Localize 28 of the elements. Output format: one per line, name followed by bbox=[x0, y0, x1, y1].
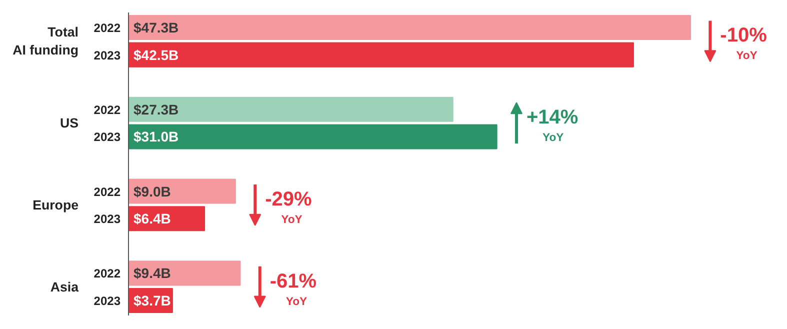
annotation: YoY bbox=[286, 296, 308, 308]
y-tick-label: 2022 bbox=[94, 184, 121, 199]
data-label: $42.5B bbox=[134, 46, 179, 63]
text: YoY bbox=[736, 50, 758, 62]
y-tick-label: 2023 bbox=[94, 294, 121, 308]
text: Asia bbox=[50, 279, 80, 294]
data-label: $47.3B bbox=[134, 20, 179, 36]
text: US bbox=[60, 116, 79, 131]
data-label: $6.4B bbox=[134, 210, 171, 227]
annotation: YoY bbox=[281, 214, 303, 226]
data-label: $9.0B bbox=[134, 183, 171, 200]
annotation: +14% bbox=[526, 106, 578, 129]
text: Europe bbox=[32, 197, 79, 212]
y-tick-label: 2022 bbox=[94, 266, 121, 281]
y-tick-label: 2022 bbox=[94, 21, 121, 36]
data-label: $9.4B bbox=[134, 265, 171, 282]
annotation: YoY bbox=[542, 132, 564, 144]
annotation: -61% bbox=[270, 270, 317, 292]
data-label: $27.3B bbox=[134, 101, 179, 118]
y-tick-label: 2023 bbox=[94, 48, 121, 62]
y-tick-label: 2023 bbox=[94, 130, 121, 144]
data-label: $3.7B bbox=[134, 292, 171, 308]
y-tick-label: 2023 bbox=[94, 212, 121, 226]
y-tick-label: 2022 bbox=[94, 102, 121, 117]
annotation: -29% bbox=[265, 188, 312, 210]
text: -10% bbox=[720, 24, 768, 47]
data-label: $31.0B bbox=[134, 128, 179, 145]
text: Total AI funding bbox=[12, 24, 79, 58]
